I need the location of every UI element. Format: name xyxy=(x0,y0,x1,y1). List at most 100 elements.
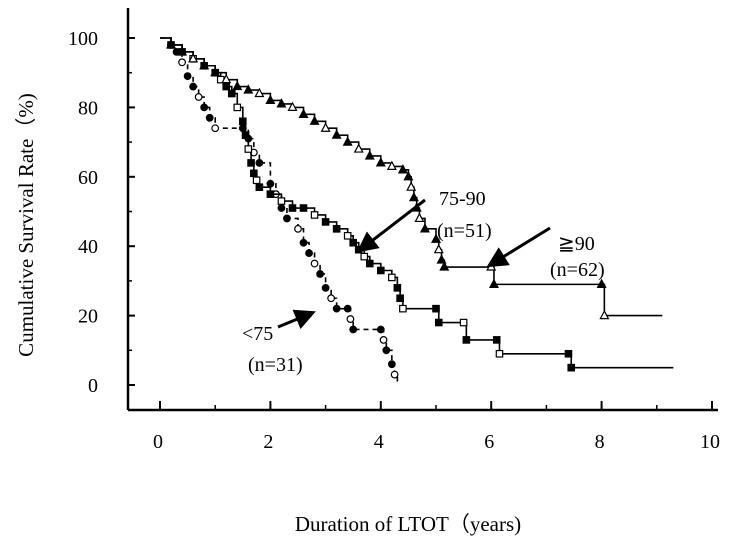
annotation-n-lt75: (n=31) xyxy=(248,354,303,376)
data-point-square xyxy=(250,169,258,178)
data-point-circle xyxy=(390,370,399,379)
x-tick-label: 4 xyxy=(374,431,384,453)
data-point-triangle xyxy=(596,278,607,288)
data-point-square xyxy=(310,211,319,219)
data-point-square xyxy=(399,304,407,313)
data-point-circle xyxy=(178,58,186,67)
data-point-circle xyxy=(205,113,214,122)
y-tick-label: 100 xyxy=(68,28,98,50)
data-point-square xyxy=(343,231,352,240)
data-point-circle xyxy=(327,294,336,303)
data-point-triangle xyxy=(309,115,320,125)
data-point-circle xyxy=(277,204,286,212)
data-point-square xyxy=(492,336,501,344)
annotation-arrow-75to90 xyxy=(356,198,426,253)
axes: 0 20 40 60 80 100 0 2 4 6 8 10 xyxy=(68,8,720,453)
data-point-square xyxy=(495,349,504,358)
data-point-triangle xyxy=(342,136,353,146)
data-point-square xyxy=(277,197,286,205)
annotation-label-lt75: <75 xyxy=(242,323,273,345)
data-point-circle xyxy=(299,238,308,247)
data-point-square xyxy=(360,252,369,261)
data-point-square xyxy=(393,284,402,292)
y-axis-title: Cumulative Survival Rate（%) xyxy=(14,93,38,357)
y-tick-label: 80 xyxy=(78,97,98,119)
data-point-square xyxy=(377,266,385,275)
data-point-square xyxy=(252,176,261,185)
data-point-circle xyxy=(183,72,192,81)
data-point-square xyxy=(321,218,330,226)
data-point-circle xyxy=(343,304,352,313)
series-ge90 xyxy=(160,37,663,320)
data-point-triangle xyxy=(177,46,188,56)
series-lt75 xyxy=(160,37,399,385)
data-point-triangle xyxy=(406,181,417,191)
annotations: <75 (n=31) 75-90 (n=51) ≧90 (n=62) xyxy=(242,188,605,376)
annotation-label-75to90: 75-90 xyxy=(439,188,486,210)
data-point-triangle xyxy=(414,212,425,223)
annotation-label-ge90: ≧90 xyxy=(558,233,595,255)
data-point-triangle xyxy=(433,243,444,254)
data-point-square xyxy=(564,349,573,358)
y-tick-label: 0 xyxy=(88,375,98,397)
data-point-circle xyxy=(310,259,319,268)
data-point-circle xyxy=(305,249,313,258)
data-point-triangle xyxy=(254,87,265,98)
x-tick-label: 2 xyxy=(263,431,273,453)
data-point-triangle xyxy=(298,108,309,118)
data-point-circle xyxy=(346,315,355,323)
y-tick-label: 40 xyxy=(78,236,98,258)
series-line-lt75 xyxy=(160,37,399,385)
data-point-circle xyxy=(266,179,275,188)
data-point-triangle xyxy=(188,53,199,63)
data-point-circle xyxy=(382,346,391,355)
data-point-square xyxy=(255,183,264,192)
data-point-circle xyxy=(211,124,220,133)
data-point-triangle xyxy=(199,59,210,70)
y-tick-label: 20 xyxy=(78,306,98,328)
data-point-circle xyxy=(255,159,264,167)
data-point-triangle xyxy=(436,254,447,264)
data-point-circle xyxy=(321,283,330,292)
data-point-square xyxy=(365,259,374,268)
data-point-square xyxy=(227,89,236,98)
data-point-square xyxy=(288,204,297,212)
data-point-triangle xyxy=(287,101,298,112)
data-point-triangle xyxy=(408,191,419,202)
data-point-square xyxy=(239,117,247,126)
data-point-triangle xyxy=(265,94,276,105)
x-tick-label: 0 xyxy=(153,431,163,453)
data-point-square xyxy=(349,238,358,247)
data-point-triangle xyxy=(375,157,386,167)
series-group xyxy=(160,37,674,385)
data-point-triangle xyxy=(353,143,364,153)
x-tick-label: 8 xyxy=(595,431,605,453)
data-point-circle xyxy=(387,360,396,369)
data-point-square xyxy=(233,103,242,112)
data-point-square xyxy=(241,131,250,139)
data-point-triangle xyxy=(166,39,177,49)
data-point-triangle xyxy=(210,66,221,77)
data-point-triangle xyxy=(488,278,499,288)
data-point-square xyxy=(434,318,443,327)
x-tick-label: 6 xyxy=(484,431,494,453)
data-point-triangle xyxy=(276,98,287,108)
data-point-square xyxy=(244,145,253,153)
data-point-square xyxy=(567,363,576,372)
annotation-arrow-lt75 xyxy=(277,309,316,330)
data-point-triangle xyxy=(397,164,408,174)
data-point-circle xyxy=(376,325,385,334)
data-point-circle xyxy=(332,304,341,313)
data-point-square xyxy=(266,190,275,198)
data-point-square xyxy=(247,159,255,167)
data-point-triangle xyxy=(243,84,254,94)
data-point-square xyxy=(459,318,468,327)
data-point-triangle xyxy=(320,122,331,132)
data-point-circle xyxy=(294,224,302,233)
data-point-circle xyxy=(283,214,291,223)
data-point-triangle xyxy=(403,171,414,181)
data-point-circle xyxy=(194,93,203,101)
annotation-arrow-ge90 xyxy=(486,226,551,268)
annotation-n-75to90: (n=51) xyxy=(437,220,492,242)
